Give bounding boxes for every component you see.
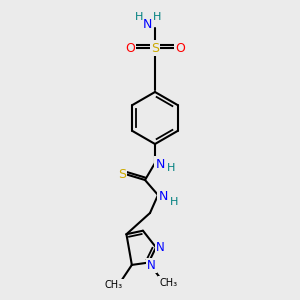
Text: CH₃: CH₃ <box>105 280 123 290</box>
Text: S: S <box>118 167 126 181</box>
Text: O: O <box>125 41 135 55</box>
Text: H: H <box>153 12 161 22</box>
Text: CH₃: CH₃ <box>160 278 178 288</box>
Text: H: H <box>135 12 143 22</box>
Text: N: N <box>142 17 152 31</box>
Text: N: N <box>147 259 156 272</box>
Text: H: H <box>167 163 175 173</box>
Text: N: N <box>156 241 164 254</box>
Text: H: H <box>170 197 178 207</box>
Text: S: S <box>151 41 159 55</box>
Text: O: O <box>175 41 185 55</box>
Text: N: N <box>158 190 168 202</box>
Text: N: N <box>155 158 165 170</box>
